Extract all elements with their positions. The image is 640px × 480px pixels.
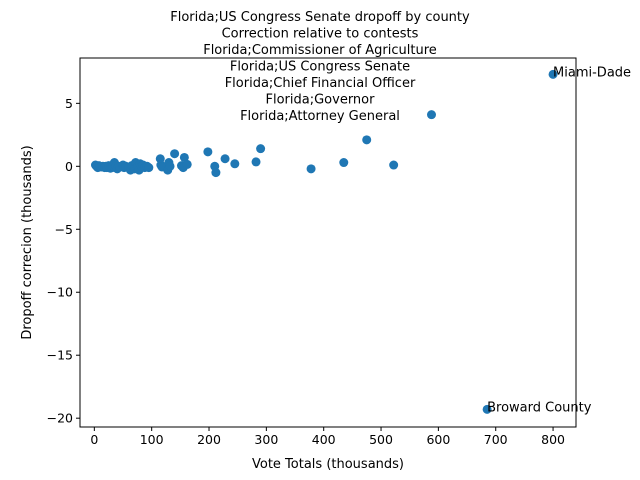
title-line: Florida;Chief Financial Officer xyxy=(225,76,416,91)
axes: 0 100 200 300 400 500 600 700 800 −20 −15 −10 −5 0 5 xyxy=(47,57,577,447)
x-tick-label: 100 xyxy=(140,432,164,447)
title-line: Florida;US Congress Senate dropoff by co… xyxy=(170,10,470,25)
x-tick-label: 700 xyxy=(484,432,508,447)
data-point xyxy=(165,161,175,171)
y-tick-label: 0 xyxy=(65,159,73,174)
x-tick-label: 600 xyxy=(426,432,450,447)
data-point xyxy=(179,152,189,162)
data-point xyxy=(230,159,240,169)
data-point xyxy=(389,160,399,170)
x-tick-label: 500 xyxy=(369,432,393,447)
data-point xyxy=(482,404,492,414)
y-tick-label: −15 xyxy=(47,348,73,363)
data-point xyxy=(203,147,213,157)
data-point xyxy=(170,149,180,159)
y-axis-label: Dropoff correcion (thousands) xyxy=(20,145,35,339)
y-tick-label: −20 xyxy=(47,411,73,426)
y-tick-label: 5 xyxy=(65,96,73,111)
data-point xyxy=(144,163,154,173)
title-line: Florida;Commissioner of Agriculture xyxy=(203,43,437,58)
x-tick-label: 200 xyxy=(197,432,221,447)
axes-frame xyxy=(79,57,577,428)
x-tick-label: 800 xyxy=(541,432,565,447)
title-line: Florida;Governor xyxy=(266,93,376,108)
data-point xyxy=(251,157,261,167)
chart-title: Florida;US Congress Senate dropoff by co… xyxy=(170,10,470,124)
data-point xyxy=(211,168,221,178)
x-tick-label: 0 xyxy=(90,432,98,447)
y-tick-label: −5 xyxy=(55,222,73,237)
data-point xyxy=(427,110,436,120)
data-point xyxy=(548,69,558,79)
y-tick-label: −10 xyxy=(47,285,73,300)
data-point xyxy=(306,164,316,174)
data-points xyxy=(90,69,558,414)
data-point xyxy=(339,158,349,168)
title-line: Correction relative to contests xyxy=(222,27,419,42)
annotation-label: Broward County xyxy=(487,400,592,415)
title-line: Florida;Attorney General xyxy=(240,109,400,124)
data-point xyxy=(256,144,266,154)
x-tick-label: 300 xyxy=(254,432,278,447)
annotations: Miami-Dade Broward County xyxy=(487,65,631,415)
data-point xyxy=(220,154,230,164)
data-point xyxy=(362,135,372,145)
x-axis-label: Vote Totals (thousands) xyxy=(252,457,404,472)
x-tick-label: 400 xyxy=(312,432,336,447)
title-line: Florida;US Congress Senate xyxy=(230,60,410,75)
annotation-label: Miami-Dade xyxy=(553,65,631,80)
data-point xyxy=(182,159,192,169)
